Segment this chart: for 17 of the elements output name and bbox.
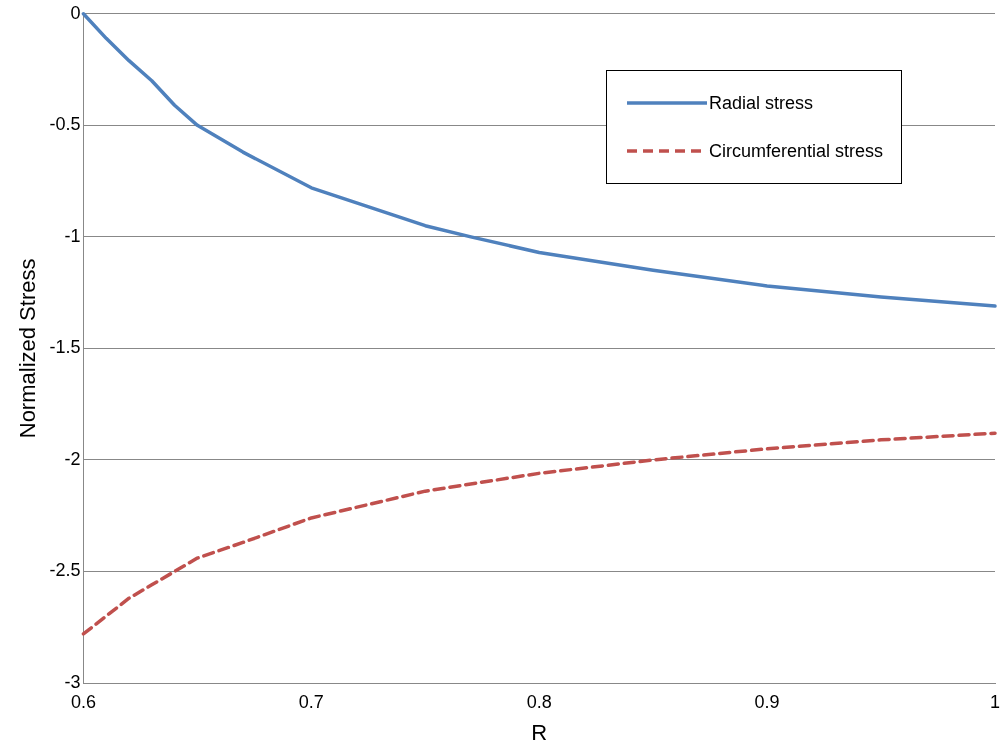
legend-label: Circumferential stress xyxy=(708,140,883,162)
y-tick-label: -1.5 xyxy=(49,337,81,358)
x-axis-title: R xyxy=(531,719,548,745)
x-tick-label: 0.9 xyxy=(754,691,780,712)
line-series xyxy=(81,431,997,636)
y-tick-label: -3 xyxy=(64,671,81,692)
y-tick-label: -2.5 xyxy=(49,560,81,581)
legend-label: Radial stress xyxy=(708,92,813,114)
y-axis-title: Normalized Stress xyxy=(15,258,41,439)
x-tick-label: 1 xyxy=(989,691,1001,712)
y-tick-label: -2 xyxy=(64,448,81,469)
x-tick-label: 0.7 xyxy=(298,691,324,712)
y-tick-label: 0 xyxy=(70,2,81,23)
y-tick-label: -1 xyxy=(64,225,81,246)
y-tick-label: -0.5 xyxy=(49,114,81,135)
x-tick-label: 0.8 xyxy=(526,691,552,712)
x-tick-label: 0.6 xyxy=(70,691,96,712)
